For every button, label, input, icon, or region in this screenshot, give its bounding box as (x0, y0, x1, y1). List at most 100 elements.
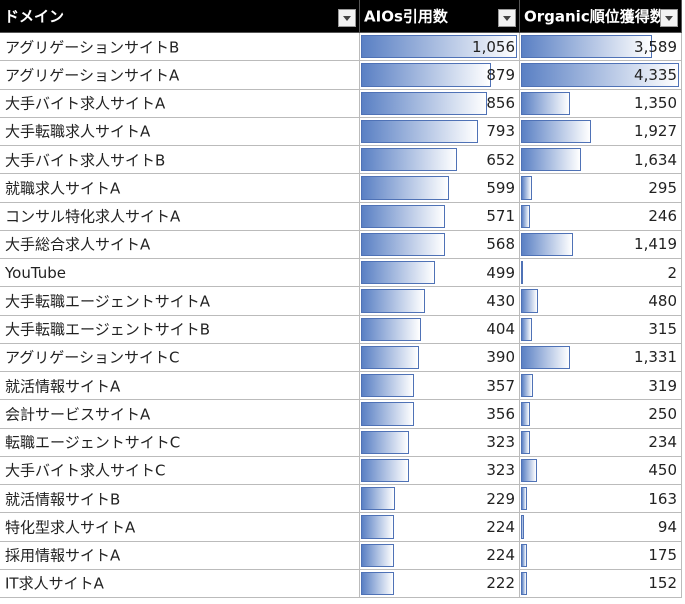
cell-text: 大手転職求人サイトA (5, 122, 151, 141)
cell-value: 224 (486, 546, 515, 565)
cell-value: 323 (486, 433, 515, 452)
cell-value: 356 (486, 404, 515, 423)
cell-value: 480 (648, 291, 677, 310)
number-cell: 1,419 (520, 230, 682, 259)
number-cell: 3,589 (520, 33, 682, 62)
cell-value: 3,589 (634, 37, 677, 56)
data-bar (521, 571, 527, 595)
cell-text: アグリゲーションサイトB (5, 38, 180, 57)
data-bar (521, 289, 539, 313)
cell-text: 大手バイト求人サイトA (5, 94, 166, 113)
data-bar (361, 35, 517, 59)
cell-value: 430 (486, 291, 515, 310)
domain-cell: 大手総合求人サイトA (0, 230, 360, 259)
domain-cell: 大手バイト求人サイトA (0, 89, 360, 118)
domain-cell: アグリゲーションサイトA (0, 61, 360, 90)
filter-button[interactable] (498, 9, 516, 27)
number-cell: 499 (360, 259, 520, 288)
cell-text: 会計サービスサイトA (5, 405, 151, 424)
number-cell: 480 (520, 287, 682, 316)
number-cell: 568 (360, 230, 520, 259)
cell-value: 499 (486, 263, 515, 282)
number-cell: 323 (360, 428, 520, 457)
cell-value: 1,634 (634, 150, 677, 169)
cell-value: 856 (486, 94, 515, 113)
cell-value: 571 (486, 207, 515, 226)
data-bar (361, 204, 446, 228)
domain-cell: YouTube (0, 259, 360, 288)
domain-cell: 転職エージェントサイトC (0, 428, 360, 457)
data-bar (361, 430, 409, 454)
number-cell: 404 (360, 315, 520, 344)
number-cell: 2 (520, 259, 682, 288)
cell-text: 就職求人サイトA (5, 179, 121, 198)
cell-value: 229 (486, 489, 515, 508)
data-bar (521, 458, 538, 482)
number-cell: 246 (520, 202, 682, 231)
number-cell: 793 (360, 117, 520, 146)
cell-text: 採用情報サイトA (5, 546, 121, 565)
number-cell: 390 (360, 343, 520, 372)
domain-cell: 就活情報サイトA (0, 372, 360, 401)
cell-value: 1,419 (634, 235, 677, 254)
number-cell: 315 (520, 315, 682, 344)
data-bar (521, 543, 528, 567)
data-bar (361, 148, 458, 172)
domain-cell: 就職求人サイトA (0, 174, 360, 203)
header-cell: ドメイン (0, 0, 360, 33)
data-bar (361, 571, 394, 595)
cell-value: 152 (648, 574, 677, 593)
cell-value: 163 (648, 489, 677, 508)
number-cell: 229 (360, 485, 520, 514)
cell-text: 大手バイト求人サイトC (5, 461, 166, 480)
data-bar (361, 374, 414, 398)
cell-text: アグリゲーションサイトA (5, 66, 180, 85)
filter-button[interactable] (660, 9, 678, 27)
data-bar (361, 63, 491, 87)
data-bar (361, 402, 414, 426)
number-cell: 357 (360, 372, 520, 401)
number-cell: 323 (360, 456, 520, 485)
cell-value: 1,331 (634, 348, 677, 367)
number-cell: 175 (520, 541, 682, 570)
cell-text: 転職エージェントサイトC (5, 433, 181, 452)
cell-text: 大手転職エージェントサイトA (5, 292, 210, 311)
cell-text: 特化型求人サイトA (5, 518, 136, 537)
number-cell: 1,927 (520, 117, 682, 146)
filter-button[interactable] (338, 9, 356, 27)
data-bar (361, 176, 450, 200)
cell-value: 357 (486, 376, 515, 395)
number-cell: 879 (360, 61, 520, 90)
data-bar (521, 402, 531, 426)
cell-value: 1,350 (634, 94, 677, 113)
number-cell: 430 (360, 287, 520, 316)
cell-value: 450 (648, 461, 677, 480)
header-cell: AIOs引用数 (360, 0, 520, 33)
data-bar (361, 543, 395, 567)
cell-value: 295 (648, 178, 677, 197)
cell-value: 2 (667, 263, 677, 282)
number-cell: 94 (520, 513, 682, 542)
cell-text: IT求人サイトA (5, 574, 104, 593)
number-cell: 450 (520, 456, 682, 485)
cell-text: 大手転職エージェントサイトB (5, 320, 210, 339)
data-bar (521, 374, 533, 398)
data-bar (521, 317, 533, 341)
domain-cell: 就活情報サイトB (0, 485, 360, 514)
cell-value: 319 (648, 376, 677, 395)
domain-cell: アグリゲーションサイトB (0, 33, 360, 62)
data-bar (521, 487, 527, 511)
data-bar (521, 261, 523, 285)
domain-cell: アグリゲーションサイトC (0, 343, 360, 372)
cell-text: コンサル特化求人サイトA (5, 207, 181, 226)
domain-cell: 特化型求人サイトA (0, 513, 360, 542)
domain-cell: 大手転職エージェントサイトA (0, 287, 360, 316)
cell-text: 就活情報サイトA (5, 377, 121, 396)
cell-value: 175 (648, 546, 677, 565)
data-bar (361, 458, 409, 482)
data-bar (521, 148, 581, 172)
cell-value: 222 (486, 574, 515, 593)
cell-text: 就活情報サイトB (5, 490, 121, 509)
cell-value: 879 (486, 65, 515, 84)
